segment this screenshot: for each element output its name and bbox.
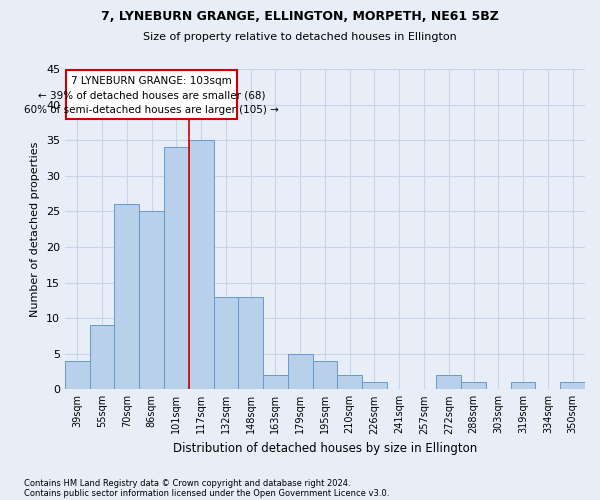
Bar [337, 375, 362, 390]
Bar [139, 212, 164, 390]
Bar [238, 297, 263, 390]
X-axis label: Distribution of detached houses by size in Ellington: Distribution of detached houses by size … [173, 442, 477, 455]
Text: Size of property relative to detached houses in Ellington: Size of property relative to detached ho… [143, 32, 457, 42]
Bar [65, 361, 90, 390]
Y-axis label: Number of detached properties: Number of detached properties [31, 142, 40, 317]
Bar [189, 140, 214, 390]
Bar [461, 382, 486, 390]
Text: Contains HM Land Registry data © Crown copyright and database right 2024.: Contains HM Land Registry data © Crown c… [24, 478, 350, 488]
Bar [263, 375, 288, 390]
FancyBboxPatch shape [66, 70, 237, 119]
Bar [436, 375, 461, 390]
Bar [288, 354, 313, 390]
Bar [90, 325, 115, 390]
Bar [511, 382, 535, 390]
Text: Contains public sector information licensed under the Open Government Licence v3: Contains public sector information licen… [24, 488, 389, 498]
Bar [115, 204, 139, 390]
Bar [362, 382, 387, 390]
Text: 7 LYNEBURN GRANGE: 103sqm: 7 LYNEBURN GRANGE: 103sqm [71, 76, 232, 86]
Bar [313, 361, 337, 390]
Bar [164, 148, 189, 390]
Bar [560, 382, 585, 390]
Bar [214, 297, 238, 390]
Text: 7, LYNEBURN GRANGE, ELLINGTON, MORPETH, NE61 5BZ: 7, LYNEBURN GRANGE, ELLINGTON, MORPETH, … [101, 10, 499, 23]
Text: 60% of semi-detached houses are larger (105) →: 60% of semi-detached houses are larger (… [24, 104, 279, 115]
Text: ← 39% of detached houses are smaller (68): ← 39% of detached houses are smaller (68… [38, 90, 265, 101]
